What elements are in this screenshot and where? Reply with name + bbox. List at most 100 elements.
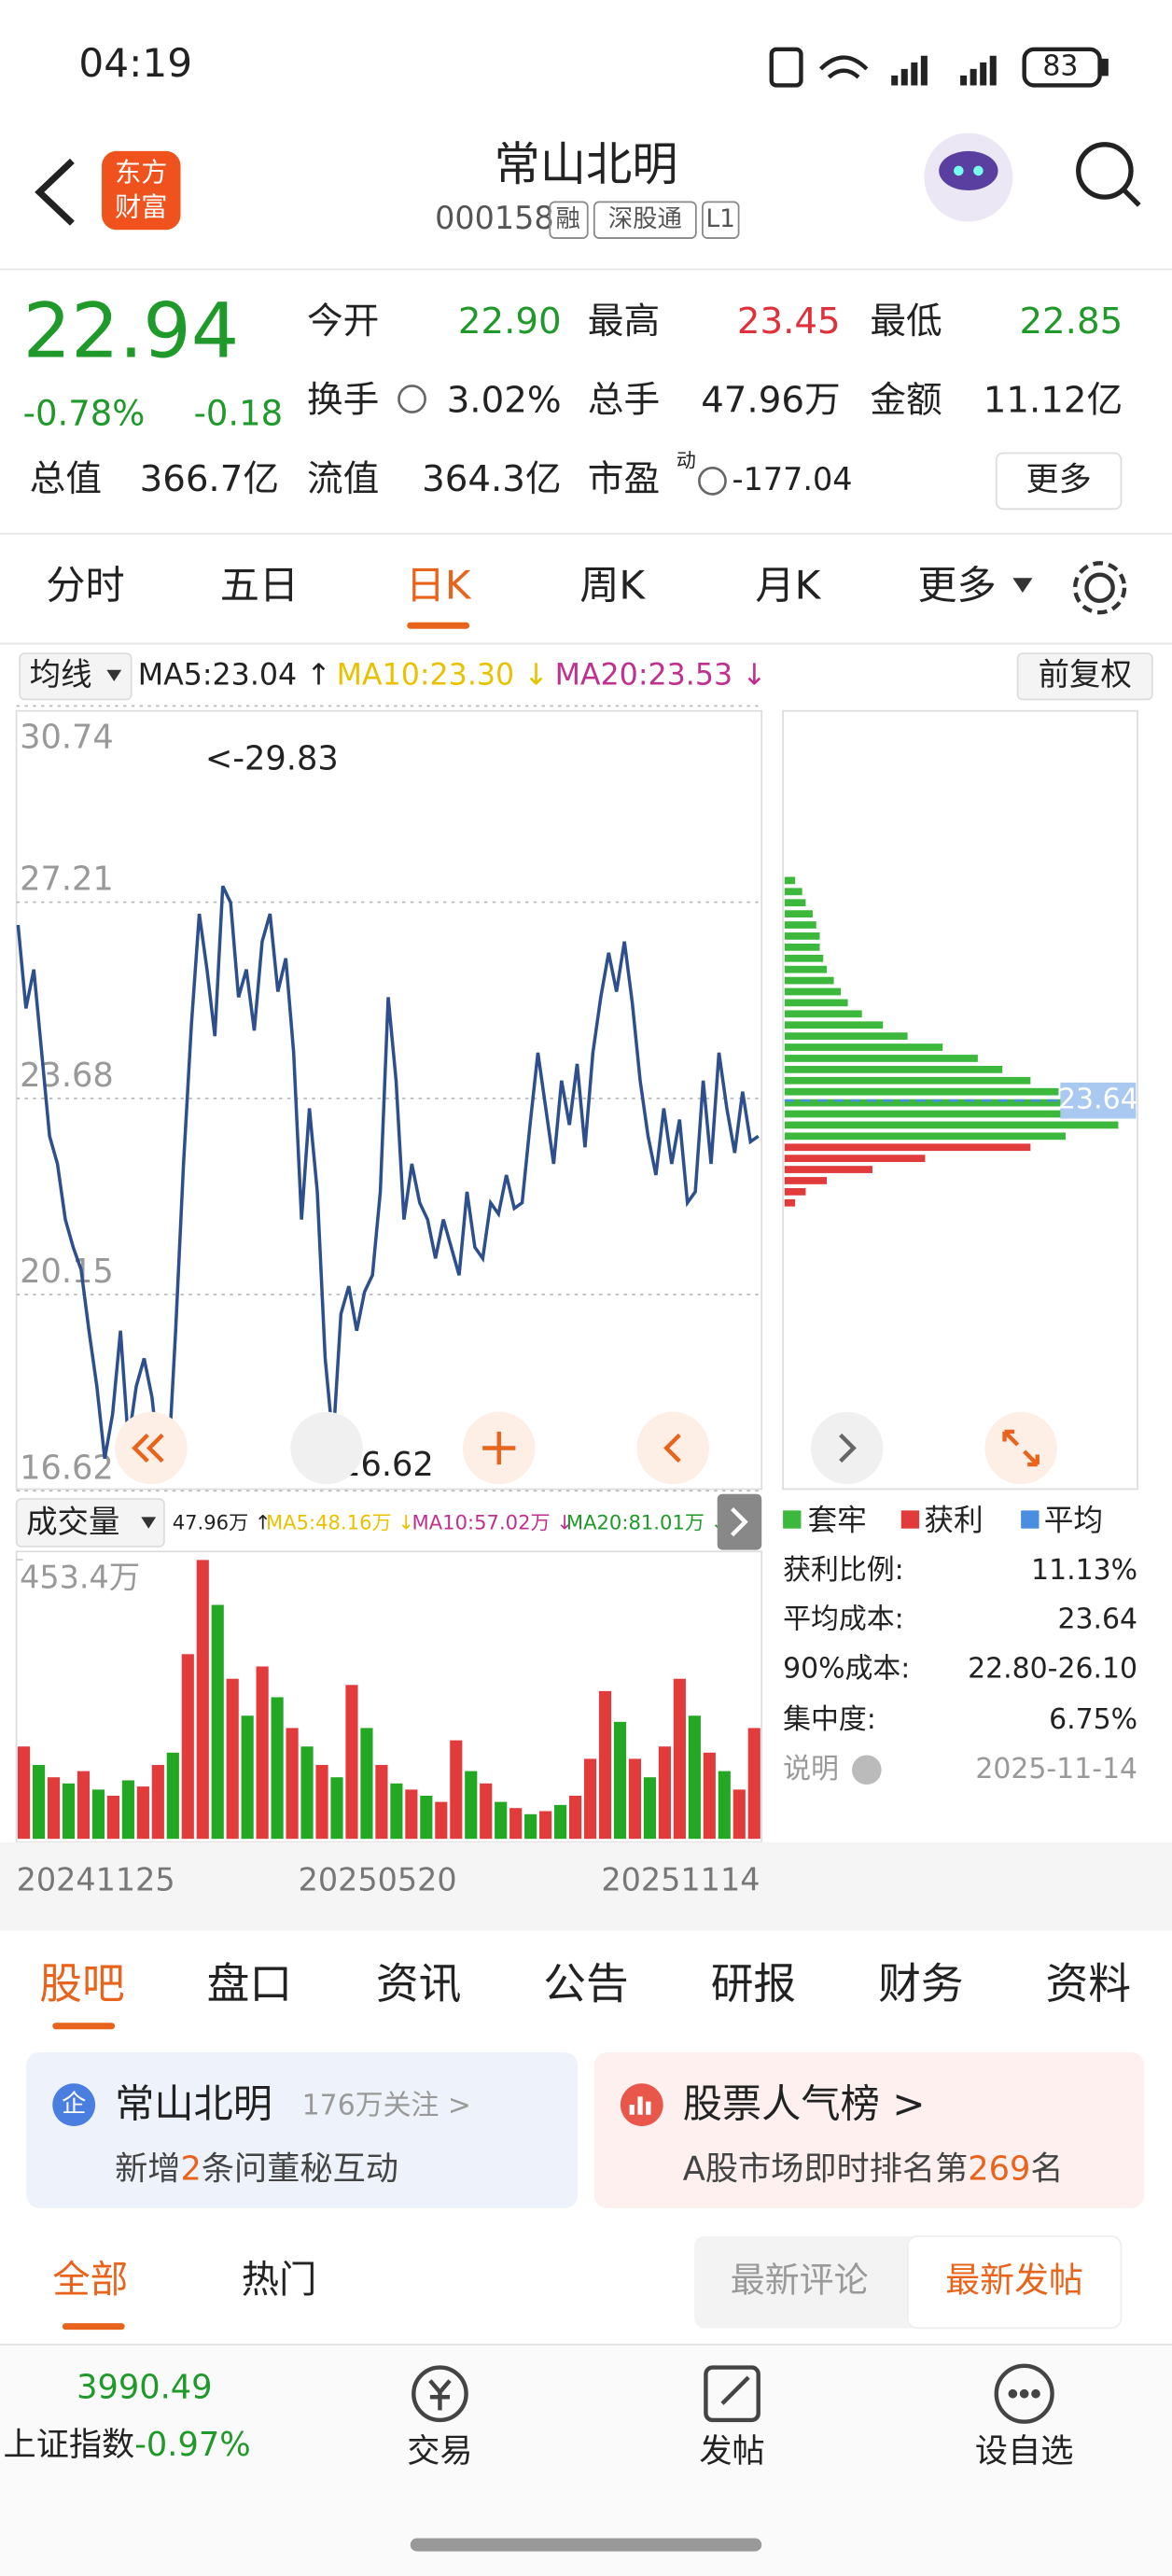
volume-bar bbox=[196, 1560, 209, 1840]
home-indicator bbox=[410, 2538, 762, 2552]
stat-label: 说明 bbox=[783, 1753, 839, 1785]
volume-bar bbox=[583, 1758, 597, 1840]
chip-bar bbox=[784, 987, 842, 996]
period-tab[interactable]: 更多 bbox=[917, 562, 996, 608]
section-tab-active[interactable]: 股吧 bbox=[39, 1959, 124, 2009]
tags bbox=[549, 201, 740, 239]
ma20: MA20:23.53 ↓ bbox=[555, 659, 767, 693]
stock-code: 000158 bbox=[435, 200, 554, 236]
legend-swatch bbox=[1021, 1510, 1039, 1529]
legend-label: 套牢 bbox=[807, 1505, 866, 1538]
nav-item[interactable]: 发帖 bbox=[699, 2432, 764, 2471]
stat-label: 90%成本: bbox=[783, 1652, 910, 1685]
volume-bar bbox=[643, 1777, 657, 1840]
adjust-button[interactable] bbox=[1016, 652, 1153, 701]
nav-item[interactable]: 交易 bbox=[407, 2432, 472, 2471]
last-price: 22.94 bbox=[23, 288, 240, 376]
avg-cost-badge bbox=[1060, 1082, 1137, 1119]
period-tab[interactable]: 月K bbox=[755, 562, 821, 608]
volume-bar bbox=[732, 1789, 746, 1840]
section-tab[interactable]: 财务 bbox=[878, 1959, 963, 2009]
stock-name: 常山北明 bbox=[495, 137, 678, 191]
ma-label: 均线 bbox=[30, 656, 92, 693]
volume-value: 47.96万 ↑ bbox=[173, 1510, 272, 1533]
volume-label: 成交量 bbox=[26, 1504, 119, 1540]
section-tab[interactable]: 资料 bbox=[1046, 1959, 1131, 2009]
field-label: 市盈 bbox=[588, 458, 660, 500]
pe-sup: 动 bbox=[677, 448, 696, 471]
back-button[interactable] bbox=[35, 158, 75, 226]
volume-bar bbox=[62, 1783, 76, 1840]
volume-bar bbox=[330, 1777, 343, 1840]
tab-underline bbox=[407, 622, 470, 629]
volume-bar bbox=[420, 1796, 433, 1840]
volume-bar bbox=[136, 1786, 149, 1840]
volume-bar bbox=[256, 1666, 269, 1840]
chip-bar bbox=[784, 1143, 1031, 1152]
card-icon bbox=[52, 2083, 96, 2127]
info-icon[interactable] bbox=[851, 1755, 882, 1785]
chart-buttons[interactable] bbox=[115, 1411, 1057, 1485]
volume-bar bbox=[465, 1771, 478, 1840]
index-line[interactable]: 上证指数-0.97% bbox=[4, 2426, 251, 2464]
text: 新增 bbox=[115, 2150, 180, 2189]
more-button[interactable] bbox=[995, 452, 1123, 511]
field-value: 3.02% bbox=[447, 379, 562, 421]
chip-bar bbox=[784, 1043, 943, 1051]
filter-tab[interactable]: 热门 bbox=[242, 2257, 317, 2302]
chip-bar bbox=[784, 1177, 828, 1184]
chip-bar bbox=[784, 921, 816, 929]
filter-tab-active[interactable]: 全部 bbox=[52, 2257, 128, 2302]
period-tab-active[interactable]: 日K bbox=[406, 562, 472, 608]
chip-bar bbox=[784, 1099, 1095, 1107]
section-tab[interactable]: 盘口 bbox=[207, 1959, 292, 2009]
assistant-avatar[interactable] bbox=[924, 133, 1013, 222]
volume-bar bbox=[47, 1777, 61, 1840]
field-value: 366.7亿 bbox=[140, 458, 279, 500]
date-label: 20251114 bbox=[601, 1861, 760, 1897]
volume-bar bbox=[360, 1728, 373, 1840]
text: A股市场即时排名第 bbox=[683, 2150, 968, 2189]
sort-option[interactable]: 最新评论 bbox=[731, 2261, 869, 2301]
sort-active bbox=[906, 2234, 1123, 2330]
period-tab[interactable]: 五日 bbox=[220, 562, 299, 608]
rank-card[interactable] bbox=[593, 2051, 1145, 2208]
volume-bar bbox=[32, 1765, 46, 1840]
dropdown-arrow bbox=[141, 1517, 157, 1529]
field-label: 金额 bbox=[870, 379, 942, 421]
indicator-selector[interactable] bbox=[15, 1498, 165, 1547]
volume-bar bbox=[151, 1765, 164, 1840]
field-label: 总值 bbox=[30, 458, 102, 500]
expand-indicator[interactable] bbox=[717, 1493, 762, 1550]
volume-bar bbox=[628, 1758, 642, 1840]
stat-value: 11.13% bbox=[1031, 1554, 1137, 1587]
chip-bar bbox=[784, 1166, 872, 1173]
ma-selector[interactable] bbox=[19, 652, 133, 701]
volume-bar bbox=[91, 1789, 105, 1840]
chip-bar bbox=[784, 1110, 1137, 1118]
index-value[interactable]: 3990.49 bbox=[77, 2368, 212, 2406]
logo-text: 东方 bbox=[115, 157, 167, 188]
highlight: 269 bbox=[968, 2150, 1030, 2189]
company-card[interactable] bbox=[26, 2051, 579, 2208]
search-button[interactable] bbox=[1076, 142, 1141, 207]
section-tab[interactable]: 研报 bbox=[711, 1959, 796, 2009]
volume-bar bbox=[703, 1752, 716, 1840]
stat-value: 23.64 bbox=[1057, 1603, 1137, 1636]
nav-item[interactable]: 设自选 bbox=[975, 2432, 1074, 2471]
volume-ma10: MA10:57.02万 ↓ bbox=[412, 1510, 573, 1533]
volume-bar bbox=[121, 1780, 134, 1840]
info-icon[interactable] bbox=[398, 385, 727, 496]
field-value: 11.12亿 bbox=[984, 379, 1123, 421]
settings-button[interactable] bbox=[1073, 561, 1127, 615]
period-tab[interactable]: 周K bbox=[579, 562, 646, 608]
change-pct: -0.78% bbox=[23, 394, 146, 434]
period-tab[interactable]: 分时 bbox=[46, 562, 124, 608]
volume-bar bbox=[480, 1783, 493, 1840]
volume-bar bbox=[598, 1690, 612, 1840]
section-tab[interactable]: 公告 bbox=[543, 1959, 628, 2009]
section-tab[interactable]: 资讯 bbox=[376, 1959, 461, 2009]
icon-bars bbox=[629, 2096, 651, 2115]
sort-option-active[interactable]: 最新发帖 bbox=[945, 2261, 1083, 2301]
